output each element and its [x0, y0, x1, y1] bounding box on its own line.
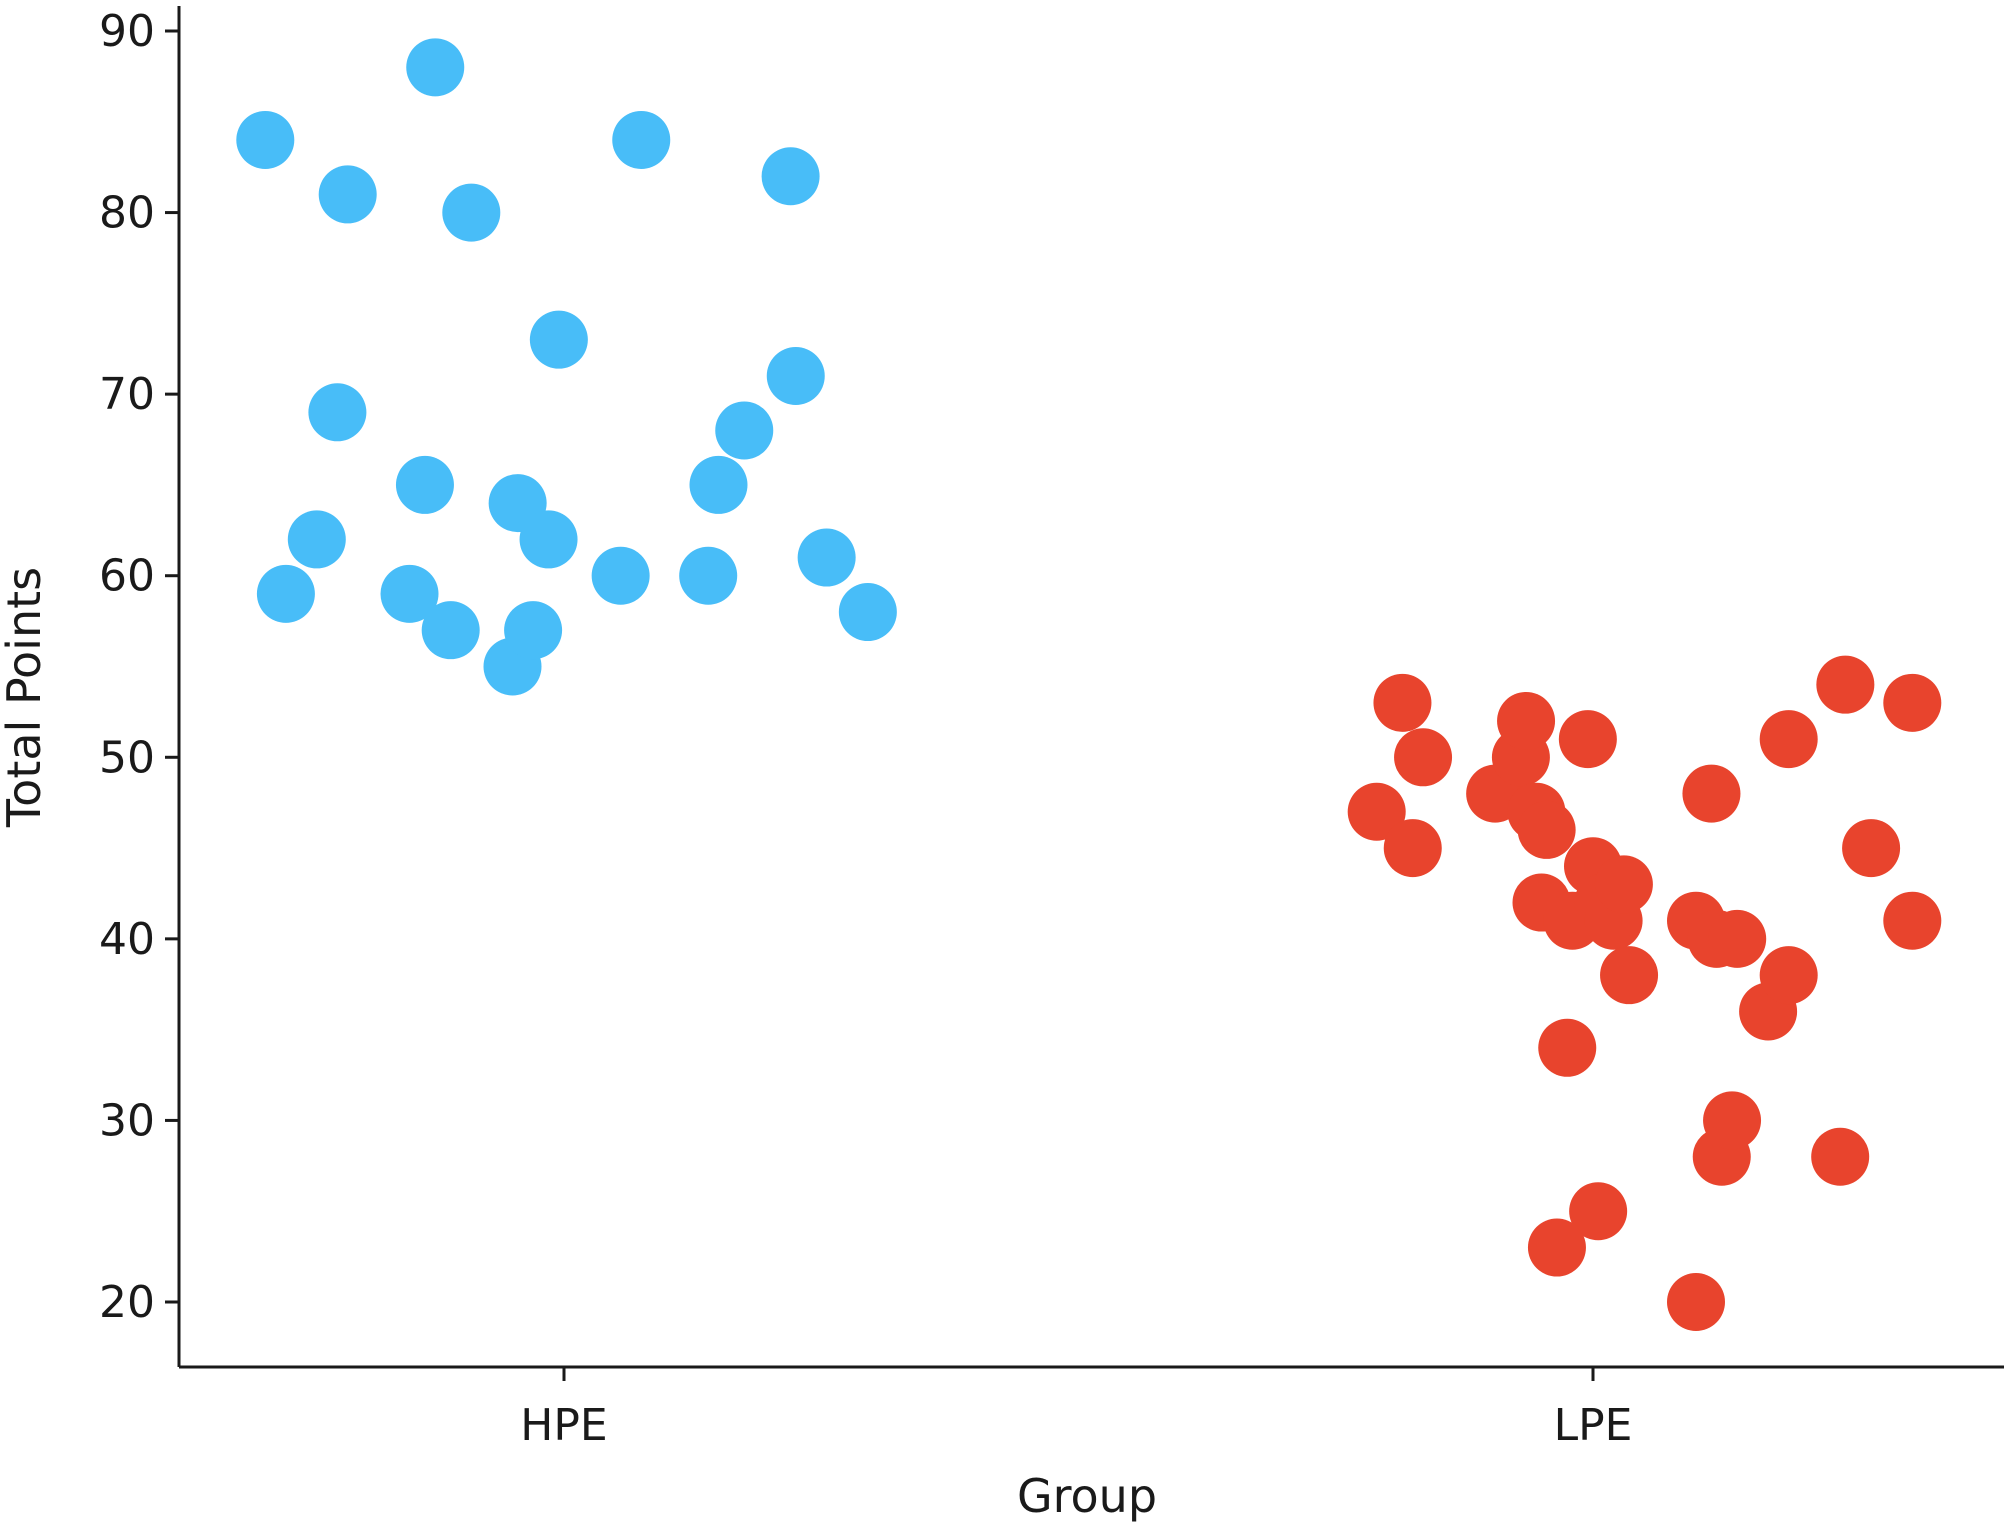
data-point [1538, 1018, 1597, 1077]
data-point [1759, 710, 1818, 769]
data-point [1883, 891, 1942, 950]
y-tick-label: 30 [99, 1095, 155, 1146]
series-lpe [1347, 655, 1942, 1331]
data-point [1708, 909, 1767, 968]
y-tick-label: 90 [99, 6, 155, 57]
data-point [761, 147, 820, 206]
data-point [715, 401, 774, 460]
series-hpe [236, 38, 897, 696]
data-point [519, 510, 578, 569]
y-tick-label: 50 [99, 732, 155, 783]
data-point [766, 346, 825, 405]
data-point [529, 310, 588, 369]
data-point [1373, 673, 1432, 732]
data-point [380, 564, 439, 623]
data-point [1497, 691, 1556, 750]
y-tick-label: 40 [99, 914, 155, 965]
data-point [1347, 782, 1406, 841]
data-point [1759, 946, 1818, 1005]
data-point [1594, 855, 1653, 914]
y-tick-label: 20 [99, 1277, 155, 1328]
y-tick-label: 60 [99, 551, 155, 602]
data-point [612, 110, 671, 169]
data-point [1667, 1273, 1725, 1331]
y-axis-ticks: 20 30 40 50 60 70 80 90 [99, 6, 179, 1328]
data-point [421, 601, 480, 660]
data-point [1527, 1218, 1586, 1277]
data-point [797, 528, 856, 587]
data-point [256, 564, 315, 623]
data-point [395, 455, 454, 514]
data-point [1383, 819, 1442, 878]
data-point [1569, 1182, 1628, 1241]
data-points [236, 38, 1942, 1331]
data-point [318, 165, 377, 224]
y-tick-label: 70 [99, 369, 155, 420]
data-point [1811, 1127, 1870, 1186]
x-tick-label: LPE [1554, 1400, 1633, 1451]
data-point [1394, 728, 1453, 787]
data-point [308, 383, 367, 442]
data-point [591, 546, 650, 605]
data-point [1558, 710, 1617, 769]
data-point [1682, 764, 1741, 823]
data-point [1842, 819, 1901, 878]
x-axis-title: Group [1017, 1469, 1157, 1523]
data-point [287, 510, 346, 569]
data-point [838, 583, 897, 642]
x-tick-label: HPE [520, 1400, 607, 1451]
data-point [679, 546, 738, 605]
data-point [406, 38, 465, 97]
data-point [504, 601, 563, 660]
data-point [442, 183, 501, 242]
data-point [1517, 800, 1576, 859]
x-axis-ticks: HPE LPE [520, 1367, 1632, 1451]
data-point [1703, 1091, 1762, 1150]
y-tick-label: 80 [99, 188, 155, 239]
data-point [689, 455, 748, 514]
data-point [236, 110, 295, 169]
data-point [1600, 946, 1659, 1005]
y-axis-title: Total Points [0, 567, 51, 828]
data-point [1883, 673, 1942, 732]
data-point [1816, 655, 1875, 714]
